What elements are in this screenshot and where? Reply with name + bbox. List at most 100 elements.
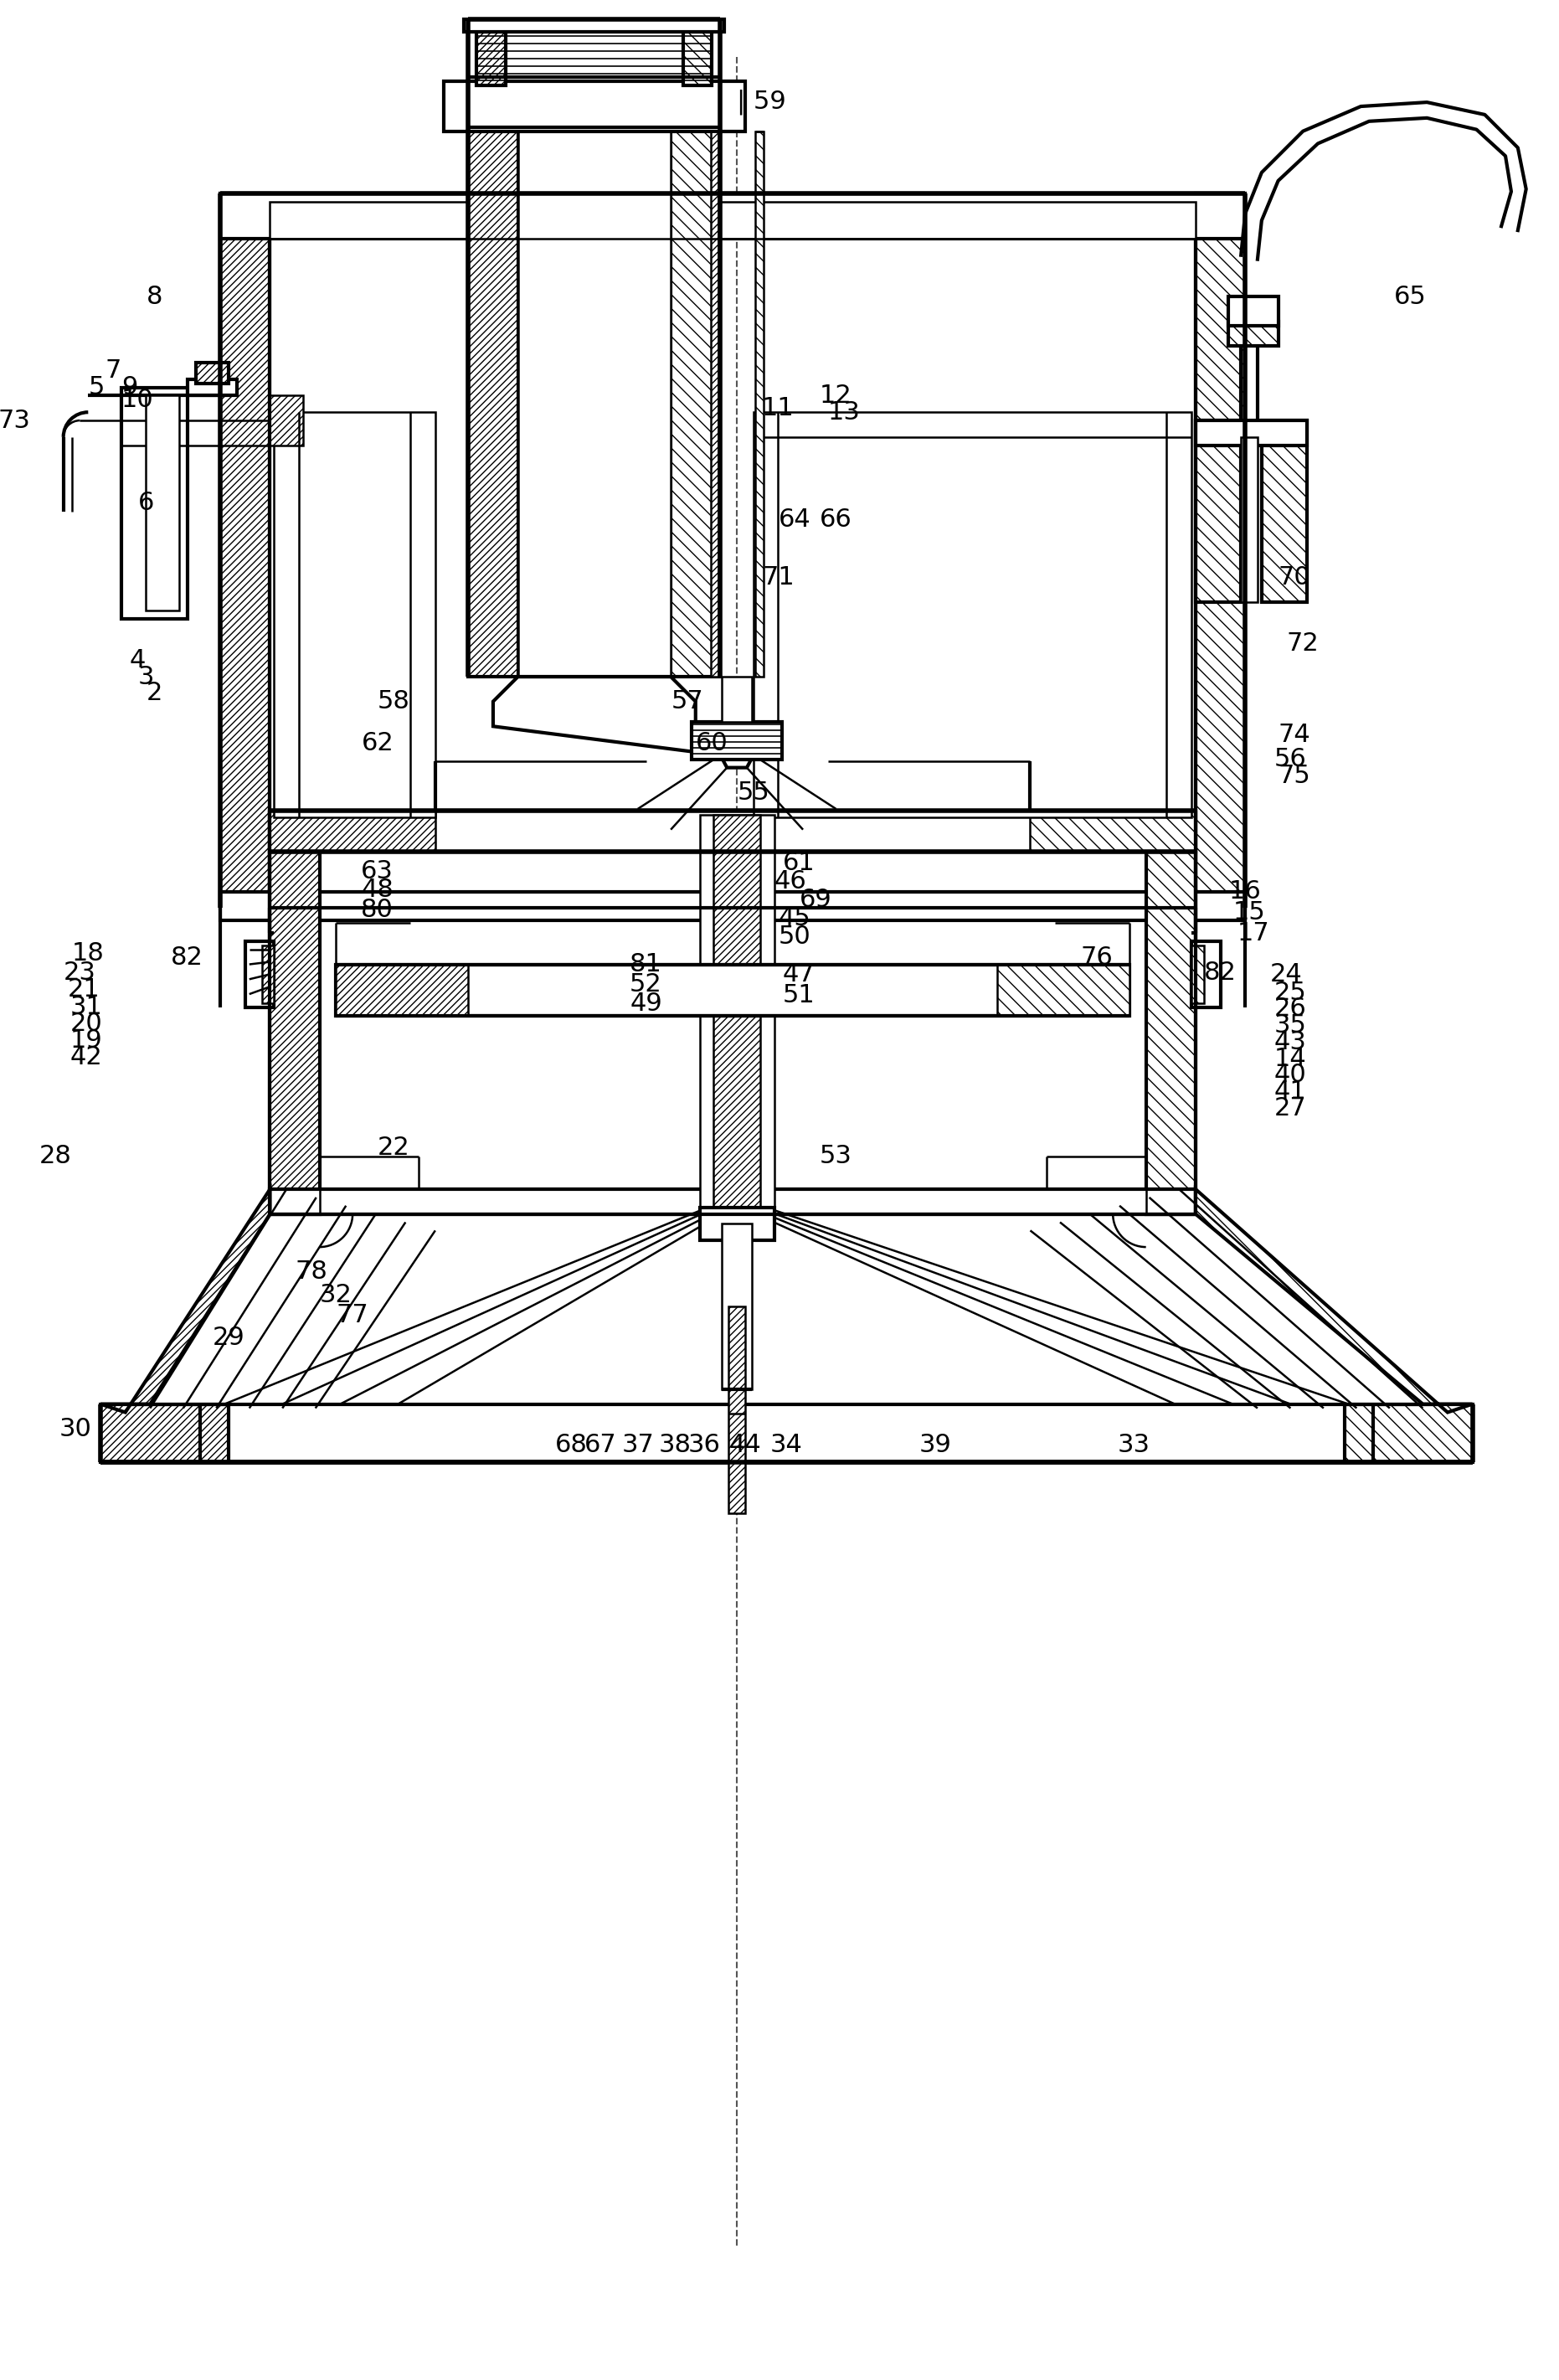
Polygon shape bbox=[270, 812, 435, 852]
Text: 9: 9 bbox=[122, 376, 137, 400]
Text: 58: 58 bbox=[377, 690, 410, 714]
Text: 13: 13 bbox=[828, 400, 861, 424]
Text: 26: 26 bbox=[1274, 997, 1306, 1021]
Polygon shape bbox=[270, 202, 1196, 238]
Text: 46: 46 bbox=[775, 869, 808, 895]
Polygon shape bbox=[270, 852, 320, 1214]
Polygon shape bbox=[187, 378, 237, 395]
Text: 5: 5 bbox=[89, 376, 104, 400]
Text: 45: 45 bbox=[778, 907, 811, 931]
Text: 47: 47 bbox=[783, 962, 815, 985]
Text: 20: 20 bbox=[70, 1011, 103, 1035]
Polygon shape bbox=[753, 412, 1191, 816]
Text: 28: 28 bbox=[39, 1145, 72, 1169]
Polygon shape bbox=[722, 676, 751, 721]
Text: 50: 50 bbox=[778, 926, 811, 950]
Polygon shape bbox=[101, 1404, 229, 1461]
Polygon shape bbox=[714, 814, 761, 1228]
Polygon shape bbox=[147, 395, 179, 612]
Text: 22: 22 bbox=[377, 1135, 410, 1159]
Text: 60: 60 bbox=[695, 731, 728, 754]
Text: 80: 80 bbox=[362, 897, 394, 921]
Polygon shape bbox=[270, 812, 1196, 852]
Text: 71: 71 bbox=[762, 566, 795, 590]
Polygon shape bbox=[1196, 1190, 1472, 1411]
Polygon shape bbox=[101, 1190, 270, 1411]
Text: 64: 64 bbox=[778, 507, 811, 531]
Text: 78: 78 bbox=[295, 1259, 327, 1283]
Text: 82: 82 bbox=[1204, 962, 1236, 985]
Text: 24: 24 bbox=[1271, 962, 1303, 985]
Text: 7: 7 bbox=[104, 359, 122, 383]
Polygon shape bbox=[1196, 421, 1306, 445]
Polygon shape bbox=[1030, 812, 1196, 852]
Text: 51: 51 bbox=[783, 983, 815, 1007]
Polygon shape bbox=[195, 362, 229, 383]
Text: 2: 2 bbox=[147, 681, 162, 704]
Text: 27: 27 bbox=[1274, 1097, 1306, 1121]
Text: 10: 10 bbox=[122, 388, 154, 412]
Text: 52: 52 bbox=[630, 971, 663, 997]
Text: 81: 81 bbox=[630, 952, 663, 976]
Text: 82: 82 bbox=[171, 945, 204, 971]
Text: 53: 53 bbox=[820, 1145, 853, 1169]
Polygon shape bbox=[220, 193, 1246, 238]
Text: 36: 36 bbox=[688, 1433, 720, 1457]
Text: 75: 75 bbox=[1278, 764, 1311, 788]
Polygon shape bbox=[493, 676, 753, 769]
Text: 55: 55 bbox=[737, 781, 770, 804]
Text: 18: 18 bbox=[72, 942, 104, 966]
Text: 57: 57 bbox=[670, 690, 703, 714]
Text: 12: 12 bbox=[820, 383, 853, 407]
Polygon shape bbox=[755, 131, 764, 676]
Polygon shape bbox=[1241, 438, 1258, 602]
Text: 31: 31 bbox=[70, 995, 103, 1019]
Polygon shape bbox=[683, 31, 712, 86]
Text: 48: 48 bbox=[362, 878, 394, 902]
Text: 44: 44 bbox=[730, 1433, 761, 1457]
Text: 70: 70 bbox=[1278, 566, 1311, 590]
Text: 19: 19 bbox=[70, 1028, 103, 1052]
Polygon shape bbox=[270, 1190, 1196, 1214]
Text: 21: 21 bbox=[67, 978, 100, 1002]
Text: 43: 43 bbox=[1274, 1031, 1306, 1054]
Polygon shape bbox=[1196, 421, 1306, 602]
Text: 74: 74 bbox=[1278, 724, 1311, 747]
Text: 3: 3 bbox=[137, 664, 154, 688]
Polygon shape bbox=[1146, 852, 1196, 1214]
Polygon shape bbox=[477, 31, 505, 86]
Polygon shape bbox=[1196, 193, 1246, 909]
Text: 61: 61 bbox=[783, 850, 815, 876]
Text: 34: 34 bbox=[770, 1433, 803, 1457]
Text: 15: 15 bbox=[1233, 900, 1266, 923]
Polygon shape bbox=[1228, 321, 1278, 345]
Text: 69: 69 bbox=[800, 888, 831, 912]
Text: 29: 29 bbox=[212, 1326, 245, 1349]
Polygon shape bbox=[692, 721, 783, 759]
Polygon shape bbox=[337, 964, 1129, 1016]
Text: 72: 72 bbox=[1286, 631, 1319, 657]
Text: 4: 4 bbox=[129, 647, 147, 671]
Polygon shape bbox=[722, 1223, 751, 1390]
Polygon shape bbox=[245, 940, 274, 1007]
Text: 33: 33 bbox=[1118, 1433, 1151, 1457]
Text: 42: 42 bbox=[70, 1045, 103, 1069]
Polygon shape bbox=[443, 81, 745, 131]
Text: 65: 65 bbox=[1394, 283, 1426, 309]
Text: 62: 62 bbox=[362, 731, 393, 754]
Polygon shape bbox=[270, 395, 302, 445]
Polygon shape bbox=[262, 945, 274, 1004]
Text: 30: 30 bbox=[59, 1416, 92, 1440]
Text: 38: 38 bbox=[658, 1433, 691, 1457]
Text: 39: 39 bbox=[918, 1433, 951, 1457]
Polygon shape bbox=[670, 126, 720, 676]
Text: 23: 23 bbox=[64, 962, 97, 985]
Text: 35: 35 bbox=[1274, 1014, 1306, 1038]
Polygon shape bbox=[711, 131, 719, 676]
Text: 11: 11 bbox=[762, 395, 795, 421]
Text: 8: 8 bbox=[147, 283, 162, 309]
Text: 73: 73 bbox=[0, 409, 30, 433]
Polygon shape bbox=[1191, 940, 1221, 1007]
Text: 68: 68 bbox=[555, 1433, 588, 1457]
Text: 16: 16 bbox=[1228, 881, 1261, 904]
